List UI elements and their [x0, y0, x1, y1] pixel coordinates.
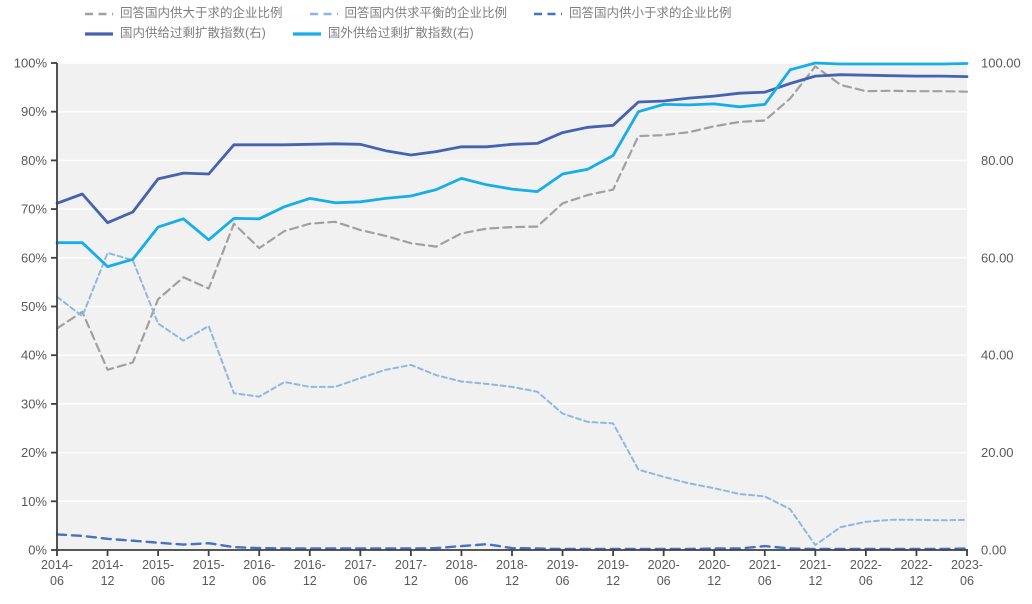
series-line-2	[55, 533, 969, 551]
x-axis-tick-label: 2017-06	[344, 558, 376, 588]
y-axis-left-label: 80%	[21, 153, 47, 168]
x-axis-tick-label: 2016-12	[294, 558, 326, 588]
x-axis-tick-label: 2015-06	[142, 558, 174, 588]
x-axis-tick-label: 2018-06	[445, 558, 477, 588]
y-axis-right-label: 40.00	[981, 348, 1014, 363]
y-axis-left-label: 0%	[28, 543, 47, 558]
legend-row: 国内供给过剩扩散指数(右) 国外供给过剩扩散指数(右)	[84, 25, 732, 42]
y-axis-left-label: 60%	[21, 250, 47, 265]
y-axis-right-label: 20.00	[981, 445, 1014, 460]
x-axis-tick-label: 2014-12	[92, 558, 124, 588]
solid-line-swatch-icon	[85, 31, 113, 36]
x-axis-tick-label: 2021-06	[749, 558, 781, 588]
chart-legend: 回答国内供大于求的企业比例 回答国内供求平衡的企业比例 回答国内供小于求的企业比例国…	[84, 5, 732, 42]
legend-item-2: 回答国内供小于求的企业比例	[533, 5, 732, 22]
y-axis-left-label: 40%	[21, 348, 47, 363]
y-axis-left-label: 90%	[21, 104, 47, 119]
legend-label: 国内供给过剩扩散指数(右)	[120, 26, 266, 40]
y-axis-left-label: 50%	[21, 299, 47, 314]
series-line-0	[55, 65, 969, 371]
x-axis-tick-label: 2015-12	[193, 558, 225, 588]
x-axis-tick-label: 2021-12	[799, 558, 831, 588]
y-axis-right-label: 80.00	[981, 153, 1014, 168]
dashed-line-swatch-icon	[309, 12, 338, 15]
legend-label: 回答国内供求平衡的企业比例	[344, 6, 508, 20]
solid-line-swatch-icon	[292, 31, 321, 36]
dashed-line-swatch-icon	[534, 12, 563, 15]
x-axis-tick-label: 2018-12	[496, 558, 528, 588]
x-axis-tick-label: 2022-06	[850, 558, 882, 588]
legend-item-3: 国内供给过剩扩散指数(右)	[84, 25, 266, 42]
y-axis-right-label: 0.00	[981, 543, 1006, 558]
legend-label: 回答国内供大于求的企业比例	[120, 6, 283, 20]
series-line-3	[55, 73, 969, 225]
y-axis-left-label: 30%	[21, 396, 47, 411]
legend-item-0: 回答国内供大于求的企业比例	[84, 5, 283, 22]
dashed-line-swatch-icon	[85, 12, 113, 15]
legend-label: 回答国内供小于求的企业比例	[569, 6, 732, 20]
x-axis-tick-label: 2022-12	[900, 558, 932, 588]
x-axis-tick-label: 2017-12	[395, 558, 427, 588]
x-axis-tick-label: 2023-06	[951, 558, 983, 588]
x-axis-tick-label: 2014-06	[41, 558, 73, 588]
legend-item-1: 回答国内供求平衡的企业比例	[309, 5, 508, 22]
y-axis-left-label: 70%	[21, 202, 47, 217]
x-axis-tick-label: 2020-06	[648, 558, 680, 588]
y-axis-right-label: 60.00	[981, 250, 1014, 265]
legend-item-4: 国外供给过剩扩散指数(右)	[292, 25, 474, 42]
x-axis-tick-label: 2019-12	[597, 558, 629, 588]
legend-row: 回答国内供大于求的企业比例 回答国内供求平衡的企业比例 回答国内供小于求的企业比例	[84, 5, 732, 22]
y-axis-left-label: 20%	[21, 445, 47, 460]
series-line-1	[56, 251, 968, 547]
y-axis-left-label: 10%	[21, 494, 47, 509]
y-axis-right-label: 100.00	[981, 56, 1021, 71]
x-axis-tick-label: 2016-06	[243, 558, 275, 588]
x-axis-tick-label: 2019-06	[547, 558, 579, 588]
x-axis-tick-label: 2020-12	[698, 558, 730, 588]
y-axis-left-label: 100%	[14, 56, 48, 71]
series-line-4	[55, 61, 969, 269]
legend-label: 国外供给过剩扩散指数(右)	[327, 26, 474, 40]
